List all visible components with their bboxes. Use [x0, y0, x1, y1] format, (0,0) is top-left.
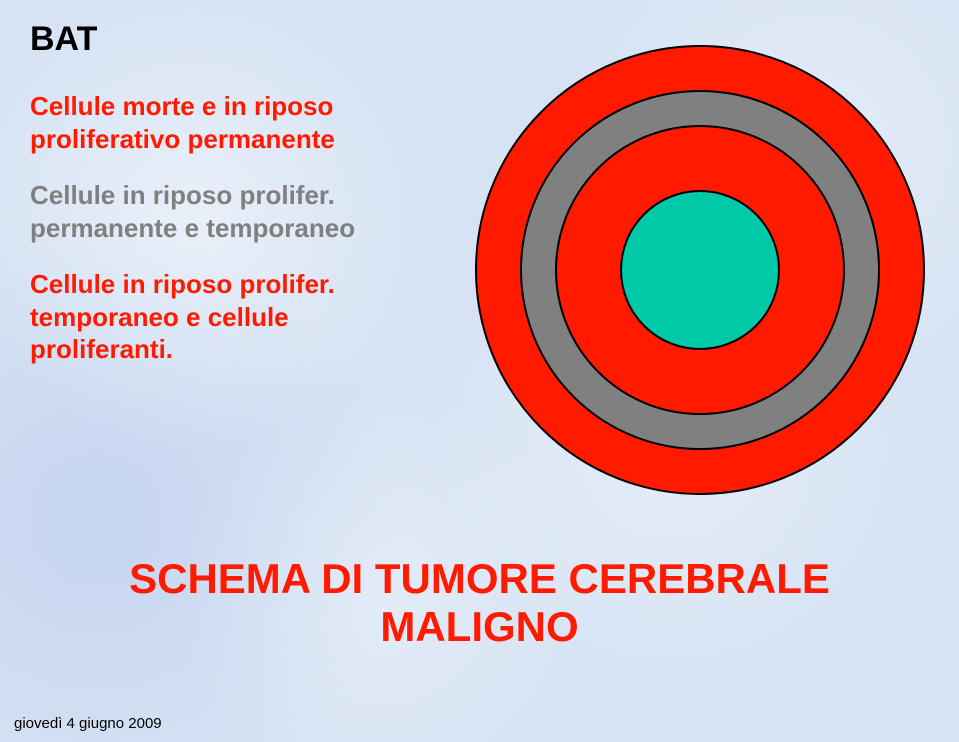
- footer-title: SCHEMA DI TUMORE CEREBRALE MALIGNO: [0, 555, 959, 652]
- legend-item-2: Cellule in riposo prolifer. permanente e…: [30, 179, 430, 244]
- legend-item-2-line1: Cellule in riposo prolifer.: [30, 180, 335, 210]
- legend-item-1-line1: Cellule morte e in riposo: [30, 91, 333, 121]
- legend: Cellule morte e in riposo proliferativo …: [30, 90, 430, 390]
- legend-item-3: Cellule in riposo prolifer. temporaneo e…: [30, 268, 430, 366]
- page-title: BAT: [30, 20, 97, 59]
- footer-line1: SCHEMA DI TUMORE CEREBRALE: [129, 555, 830, 602]
- tumor-diagram: [470, 40, 930, 500]
- slide-date: giovedì 4 giugno 2009: [14, 715, 162, 732]
- legend-item-3-line2: temporaneo e cellule: [30, 302, 289, 332]
- legend-item-1-line2: proliferativo permanente: [30, 124, 335, 154]
- footer-line2: MALIGNO: [380, 603, 578, 650]
- legend-item-1: Cellule morte e in riposo proliferativo …: [30, 90, 430, 155]
- ring-3: [620, 190, 780, 350]
- legend-item-3-line3: proliferanti.: [30, 334, 173, 364]
- legend-item-3-line1: Cellule in riposo prolifer.: [30, 269, 335, 299]
- legend-item-2-line2: permanente e temporaneo: [30, 213, 355, 243]
